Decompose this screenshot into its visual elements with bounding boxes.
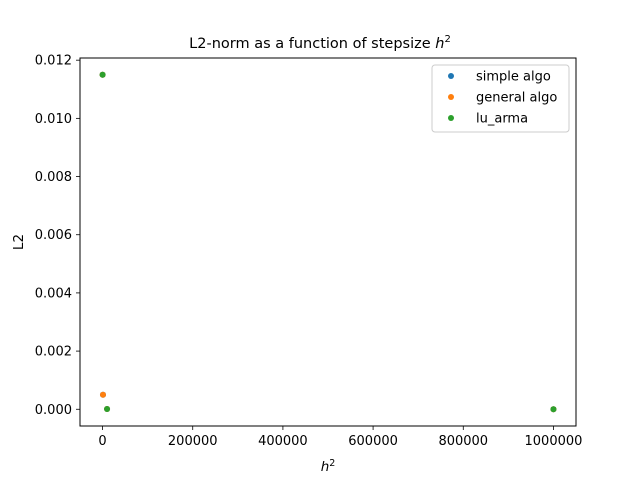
x-tick-label: 800000 bbox=[438, 434, 488, 449]
y-tick-label: 0.010 bbox=[35, 112, 72, 127]
chart-title-math-sup: 2 bbox=[444, 34, 450, 45]
y-tick-label: 0.012 bbox=[35, 54, 72, 69]
x-tick-label: 0 bbox=[98, 434, 106, 449]
x-tick-label: 200000 bbox=[168, 434, 218, 449]
data-point-lu-arma bbox=[550, 406, 557, 413]
x-tick-label: 1000000 bbox=[525, 434, 583, 449]
legend-label-lu-arma: lu_arma bbox=[476, 112, 528, 127]
y-tick-label: 0.000 bbox=[35, 403, 72, 418]
y-tick-label: 0.004 bbox=[35, 286, 72, 301]
x-tick-label: 400000 bbox=[258, 434, 308, 449]
y-tick-label: 0.008 bbox=[35, 170, 72, 185]
x-tick-label: 600000 bbox=[348, 434, 398, 449]
data-point-lu-arma bbox=[104, 405, 111, 412]
x-axis-title-sup: 2 bbox=[329, 458, 335, 469]
y-axis-title: L2 bbox=[11, 234, 27, 250]
chart-title-text: L2-norm as a function of stepsize bbox=[189, 36, 435, 52]
data-point-general-algo bbox=[99, 391, 106, 398]
x-axis-title: h2 bbox=[321, 458, 336, 475]
data-point-lu-arma bbox=[99, 71, 106, 78]
x-axis-title-base: h bbox=[321, 459, 330, 475]
legend: simple algo general algo lu_arma bbox=[431, 64, 570, 133]
legend-marker-lu-arma bbox=[448, 115, 454, 121]
data-points bbox=[99, 71, 557, 413]
legend-marker-simple-algo bbox=[448, 73, 454, 79]
y-axis: 0.000 0.002 0.004 0.006 0.008 0.010 0.012 bbox=[35, 54, 80, 418]
y-tick-label: 0.002 bbox=[35, 345, 72, 360]
plot-frame bbox=[79, 57, 577, 427]
legend-marker-general-algo bbox=[448, 94, 454, 100]
chart-title-math-base: h bbox=[435, 36, 444, 52]
legend-label-general-algo: general algo bbox=[476, 91, 557, 106]
legend-frame bbox=[431, 64, 570, 133]
legend-label-simple-algo: simple algo bbox=[476, 70, 551, 85]
x-axis: 0 200000 400000 600000 800000 1000000 bbox=[98, 426, 582, 449]
chart-title: L2-norm as a function of stepsize h2 bbox=[189, 34, 451, 52]
y-tick-label: 0.006 bbox=[35, 228, 72, 243]
plot-area bbox=[79, 57, 577, 427]
